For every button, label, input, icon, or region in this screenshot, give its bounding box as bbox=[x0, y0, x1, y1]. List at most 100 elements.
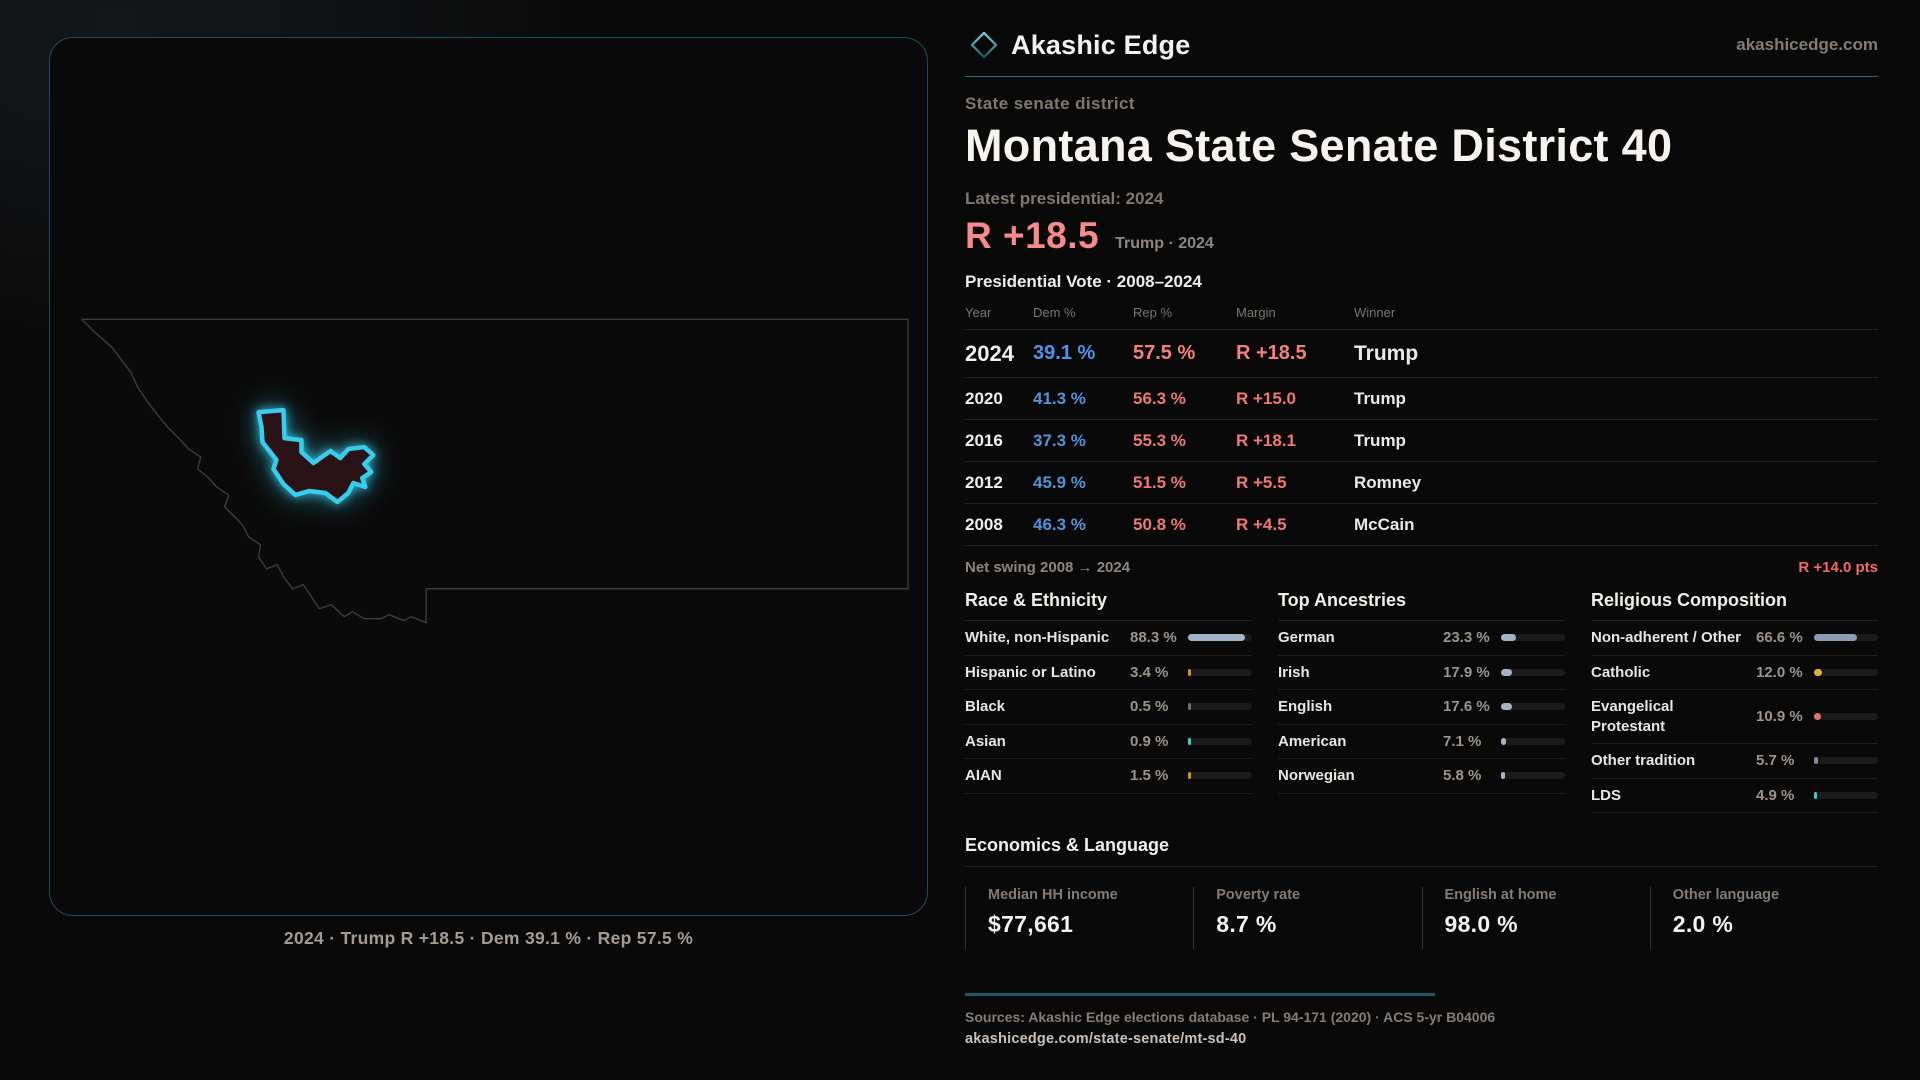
district-map-panel bbox=[49, 37, 928, 916]
column-header: Dem % bbox=[1033, 305, 1076, 320]
panel-row-bar bbox=[1501, 634, 1565, 642]
headline-margin-detail: Trump · 2024 bbox=[1115, 235, 1214, 252]
panel-row-value: 0.5 % bbox=[1130, 698, 1169, 716]
stat-card: Poverty rate 8.7 % bbox=[1193, 887, 1421, 949]
permalink[interactable]: akashicedge.com/state-senate/mt-sd-40 bbox=[965, 1031, 1247, 1047]
cell-dem: 37.3 % bbox=[1033, 430, 1086, 450]
brand-name: Akashic Edge bbox=[1011, 29, 1191, 60]
cell-year: 2012 bbox=[965, 472, 1003, 492]
panel-row-bar bbox=[1814, 791, 1878, 799]
panel-row-value: 1.5 % bbox=[1130, 767, 1169, 785]
panel-row-value: 66.6 % bbox=[1756, 629, 1803, 647]
panel-row-bar-fill bbox=[1814, 757, 1818, 765]
montana-map bbox=[81, 318, 909, 624]
panel-row-value: 7.1 % bbox=[1443, 732, 1482, 750]
panel-row-bar bbox=[1501, 703, 1565, 711]
stat-card: Median HH income $77,661 bbox=[965, 887, 1193, 949]
panel-row-bar bbox=[1501, 668, 1565, 676]
stat-label: Other language bbox=[1672, 887, 1780, 903]
headline-margin-row: R +18.5 Trump · 2024 bbox=[965, 215, 1878, 257]
cell-rep: 55.3 % bbox=[1133, 430, 1186, 450]
panel-row: Hispanic or Latino 3.4 % bbox=[965, 656, 1252, 690]
panel-row-label: English bbox=[1278, 698, 1333, 715]
panel: Top Ancestries German 23.3 % Irish 17.9 % Eng… bbox=[1278, 590, 1565, 813]
panel-row-bar-fill bbox=[1814, 634, 1857, 642]
panel-row-bar bbox=[1814, 713, 1878, 720]
panel-row-label: Black bbox=[965, 698, 1006, 715]
cell-rep: 56.3 % bbox=[1133, 388, 1186, 408]
stat-label: Median HH income bbox=[988, 887, 1118, 903]
stat-label: English at home bbox=[1444, 887, 1557, 903]
cell-winner: Trump bbox=[1354, 341, 1419, 365]
page-title: Montana State Senate District 40 bbox=[965, 120, 1673, 171]
column-header: Margin bbox=[1236, 305, 1276, 320]
panel-row-value: 12.0 % bbox=[1756, 663, 1803, 681]
cell-rep: 51.5 % bbox=[1133, 472, 1186, 492]
panel-row-bar-fill bbox=[1814, 713, 1821, 720]
panel-row-bar bbox=[1188, 668, 1252, 676]
cell-dem: 39.1 % bbox=[1033, 342, 1096, 364]
vote-row-2012: 2012 45.9 % 51.5 % R +5.5 Romney bbox=[965, 462, 1878, 504]
panel-row: Other tradition 5.7 % bbox=[1591, 744, 1878, 779]
panel-row-label: AIAN bbox=[965, 767, 1002, 784]
cell-margin: R +4.5 bbox=[1236, 514, 1287, 534]
panel-row: German 23.3 % bbox=[1278, 621, 1565, 656]
diamond-icon bbox=[970, 31, 998, 59]
panel-title: Top Ancestries bbox=[1278, 590, 1565, 621]
stat-card: English at home 98.0 % bbox=[1421, 887, 1650, 949]
panel-row-bar-fill bbox=[1814, 668, 1822, 676]
panel-row-value: 10.9 % bbox=[1756, 708, 1803, 725]
cell-winner: Trump bbox=[1354, 388, 1406, 408]
brand-domain-link[interactable]: akashicedge.com bbox=[1736, 35, 1878, 54]
panel-row-label: Irish bbox=[1278, 663, 1310, 681]
panel-row-label: White, non-Hispanic bbox=[965, 629, 1110, 646]
cell-dem: 46.3 % bbox=[1033, 514, 1086, 534]
stat-label: Poverty rate bbox=[1216, 887, 1301, 903]
vote-row-2020: 2020 41.3 % 56.3 % R +15.0 Trump bbox=[965, 378, 1878, 420]
panel-row-value: 3.4 % bbox=[1130, 663, 1169, 681]
panel-row: Evangelical Protestant 10.9 % bbox=[1591, 690, 1878, 744]
stat-value: 98.0 % bbox=[1444, 911, 1518, 937]
map-caption: 2024 · Trump R +18.5 · Dem 39.1 % · Rep … bbox=[283, 928, 694, 948]
panel-row-label: Catholic bbox=[1591, 663, 1651, 681]
panel-row-bar-fill bbox=[1188, 703, 1191, 711]
cell-winner: McCain bbox=[1354, 514, 1415, 534]
stat-value: $77,661 bbox=[988, 911, 1074, 937]
cell-winner: Trump bbox=[1354, 430, 1406, 450]
sources-line: Sources: Akashic Edge elections database… bbox=[965, 1009, 1496, 1025]
panel-row-bar-fill bbox=[1501, 703, 1513, 711]
panel-row-label: Non-adherent / Other bbox=[1591, 629, 1742, 646]
panel-row-bar bbox=[1501, 772, 1565, 780]
panel-row-bar-fill bbox=[1188, 737, 1191, 745]
detail-column: Akashic Edge akashicedge.com State senat… bbox=[965, 0, 1878, 1047]
panel-row: Norwegian 5.8 % bbox=[1278, 759, 1565, 794]
panel: Race & Ethnicity White, non-Hispanic 88.3 … bbox=[965, 590, 1252, 813]
panel-row-bar bbox=[1814, 634, 1878, 642]
panel-row-value: 17.6 % bbox=[1443, 698, 1490, 716]
net-swing-value: R +14.0 pts bbox=[1798, 559, 1878, 576]
footer-divider bbox=[965, 993, 1435, 996]
panel-row-label: Norwegian bbox=[1278, 767, 1355, 784]
cell-year: 2016 bbox=[965, 430, 1003, 450]
panel-row-bar bbox=[1188, 634, 1252, 642]
vote-table-header: Year Dem % Rep % Margin Winner bbox=[965, 305, 1878, 330]
column-header: Winner bbox=[1354, 305, 1396, 320]
panel-row-label: Hispanic or Latino bbox=[965, 663, 1096, 681]
panel-row: AIAN 1.5 % bbox=[965, 759, 1252, 794]
panel-row-bar-fill bbox=[1814, 791, 1818, 799]
demographic-panels: Race & Ethnicity White, non-Hispanic 88.3 … bbox=[965, 590, 1878, 813]
column-header: Year bbox=[965, 305, 992, 320]
panel-row-label: German bbox=[1278, 629, 1335, 646]
panel-row-bar-fill bbox=[1501, 737, 1506, 745]
latest-presidential-label: Latest presidential: 2024 bbox=[965, 189, 1164, 208]
brand-header: Akashic Edge akashicedge.com bbox=[965, 0, 1878, 64]
cell-rep: 50.8 % bbox=[1133, 514, 1186, 534]
cell-margin: R +15.0 bbox=[1236, 388, 1297, 408]
panel-row: Non-adherent / Other 66.6 % bbox=[1591, 621, 1878, 656]
panel-title: Race & Ethnicity bbox=[965, 590, 1252, 621]
panel-row-label: American bbox=[1278, 732, 1347, 750]
district-40-shape[interactable] bbox=[256, 407, 376, 505]
panel-row-value: 4.9 % bbox=[1756, 786, 1795, 804]
stat-value: 2.0 % bbox=[1672, 911, 1734, 937]
panel-row-bar bbox=[1814, 668, 1878, 676]
